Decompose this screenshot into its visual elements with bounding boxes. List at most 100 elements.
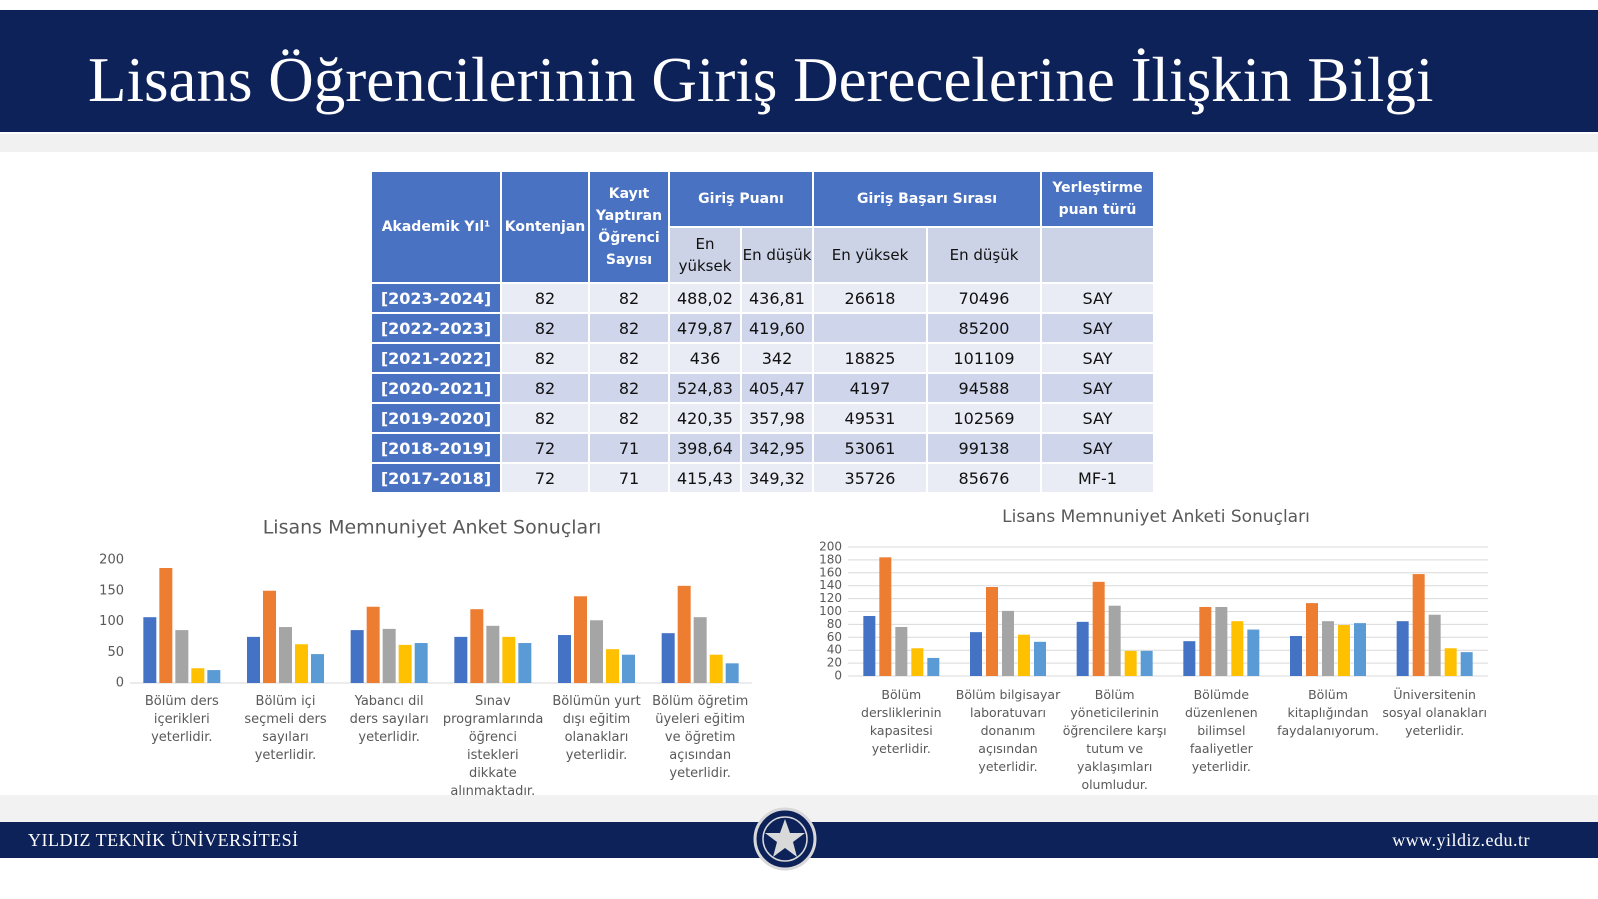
chart-title: Lisans Memnuniyet Anket Sonuçları (263, 517, 602, 539)
bar (1018, 634, 1030, 676)
table-subheader: En düşük (740, 226, 814, 284)
slide-title: Lisans Öğrencilerinin Giriş Derecelerine… (88, 45, 1434, 115)
bar (986, 586, 998, 676)
table-cell: 398,64 (668, 432, 742, 464)
table-header: Giriş Başarı Sırası (812, 170, 1042, 228)
y-tick-label: 60 (827, 630, 842, 644)
table-cell: 18825 (812, 342, 928, 374)
table-subheader: En yüksek (812, 226, 928, 284)
bar (1338, 625, 1350, 676)
table-cell: 72 (500, 432, 590, 464)
bar (879, 557, 892, 676)
table-cell: SAY (1040, 402, 1155, 434)
x-category-label: Bölüm bilgisayar laboratuvarı donanım aç… (955, 687, 1061, 774)
bar (1140, 650, 1153, 676)
bar (1428, 614, 1441, 676)
bar (279, 627, 292, 683)
bar (1108, 605, 1121, 676)
y-tick-label: 100 (99, 614, 124, 629)
x-category-label: Sınav programlarında öğrenci istekleri d… (442, 694, 544, 799)
year-cell: [2018-2019] (370, 432, 502, 464)
table-cell: SAY (1040, 372, 1155, 404)
table-row: [2018-2019] 72 71 398,64 342,95 53061 99138 SAY (370, 432, 1155, 464)
bar (518, 643, 532, 683)
table-cell: 85200 (926, 312, 1042, 344)
table-row: [2017-2018] 72 71 415,43 349,32 35726 85676 MF-… (370, 462, 1155, 494)
table-cell: 35726 (812, 462, 928, 494)
bar (1247, 629, 1260, 676)
table-cell: 357,98 (740, 402, 814, 434)
title-banner (0, 10, 1598, 132)
bar (911, 648, 924, 676)
year-cell: [2019-2020] (370, 402, 502, 434)
bar (1076, 621, 1089, 676)
y-tick-label: 50 (107, 645, 124, 660)
bar (398, 644, 412, 683)
x-category-label: Bölümün yurt dışı eğitim olanakları yete… (552, 694, 641, 763)
table-cell: 436 (668, 342, 742, 374)
bar (1412, 574, 1425, 676)
table-header: Akademik Yıl¹ (370, 170, 502, 284)
table-cell (812, 312, 928, 344)
x-category-label: Bölüm yöneticilerinin öğrencilere karşı … (1062, 687, 1167, 792)
bar (1215, 606, 1228, 676)
bar (1354, 623, 1366, 676)
table-cell: 70496 (926, 282, 1042, 314)
y-tick-label: 180 (819, 552, 842, 566)
year-cell: [2022-2023] (370, 312, 502, 344)
x-category-label: Bölüm dersliklerinin kapasitesi yeterlid… (861, 687, 942, 756)
x-category-label: Bölüm kitaplığından faydalanıyorum. (1277, 687, 1379, 738)
table-cell: 82 (588, 372, 670, 404)
table-cell: 82 (588, 312, 670, 344)
table-row: [2023-2024] 82 82 488,02 436,81 26618 70496 SAY (370, 282, 1155, 314)
y-tick-label: 200 (99, 553, 124, 568)
bar (486, 625, 500, 683)
bar (1002, 610, 1014, 676)
bar (247, 636, 260, 683)
table-cell: 102569 (926, 402, 1042, 434)
bar (1092, 581, 1105, 676)
table-cell: 49531 (812, 402, 928, 434)
table-cell: 349,32 (740, 462, 814, 494)
x-category-label: Bölümde düzenlenen bilimsel faaliyetler … (1184, 687, 1258, 774)
y-tick-label: 80 (827, 617, 842, 631)
table-subheader: En yüksek (668, 226, 742, 284)
table-cell: SAY (1040, 312, 1155, 344)
year-cell: [2017-2018] (370, 462, 502, 494)
y-tick-label: 20 (827, 656, 842, 670)
table-subheader (1040, 226, 1155, 284)
table-cell: 82 (500, 342, 590, 374)
table-cell: 72 (500, 462, 590, 494)
y-tick-label: 200 (819, 540, 842, 554)
bar (725, 663, 739, 683)
y-tick-label: 40 (827, 643, 842, 657)
bar (159, 567, 173, 683)
bar (693, 617, 707, 683)
bar (709, 654, 723, 683)
separator (0, 134, 1598, 152)
table-row: [2020-2021] 82 82 524,83 405,47 4197 94588 SAY (370, 372, 1155, 404)
table-row: [2022-2023] 82 82 479,87 419,60 85200 SAY (370, 312, 1155, 344)
bar (350, 630, 364, 683)
footer-right: www.yildiz.edu.tr (1392, 830, 1530, 850)
chart-title: Lisans Memnuniyet Anketi Sonuçları (1002, 507, 1310, 527)
table-cell: 82 (588, 402, 670, 434)
x-category-label: Üniversitenin sosyal olanakları yeterlid… (1382, 687, 1487, 738)
x-category-label: Bölüm ders içerikleri yeterlidir. (144, 694, 219, 745)
bar (366, 606, 380, 683)
table-cell: MF-1 (1040, 462, 1155, 494)
y-tick-label: 140 (819, 578, 842, 592)
table-header: Giriş Puanı (668, 170, 814, 228)
table-cell: 488,02 (668, 282, 742, 314)
table-cell: 82 (500, 402, 590, 434)
table-body: [2023-2024] 82 82 488,02 436,81 26618 70496 SAY… (370, 282, 1155, 494)
table-cell: 82 (588, 342, 670, 374)
table-header: Kayıt Yaptıran Öğrenci Sayısı (588, 170, 670, 284)
bar (661, 633, 675, 683)
bar (863, 616, 876, 676)
table-cell: 94588 (926, 372, 1042, 404)
bar (1199, 606, 1212, 676)
bar (1396, 621, 1409, 676)
table-cell: 82 (500, 312, 590, 344)
bar (574, 596, 587, 683)
